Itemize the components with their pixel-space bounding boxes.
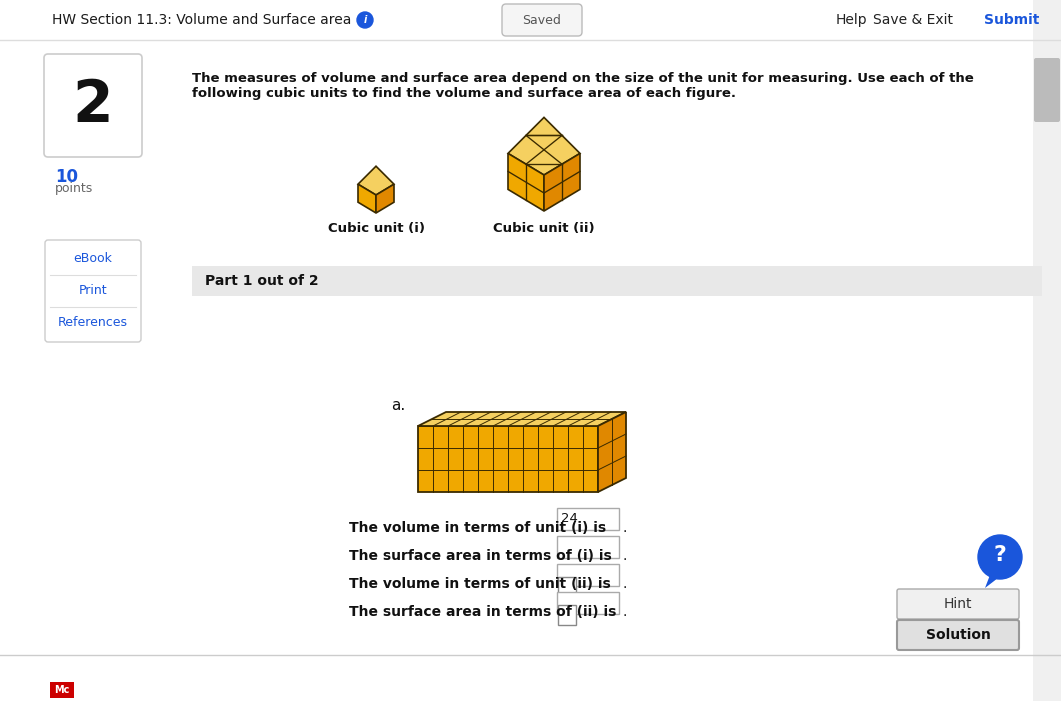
Text: Submit: Submit [984, 13, 1040, 27]
Text: a.: a. [390, 397, 405, 412]
Polygon shape [598, 412, 626, 492]
FancyBboxPatch shape [557, 564, 619, 586]
Polygon shape [358, 184, 376, 213]
Polygon shape [418, 426, 598, 492]
Circle shape [978, 535, 1022, 579]
Text: 10: 10 [55, 168, 79, 186]
Polygon shape [985, 575, 998, 588]
FancyBboxPatch shape [1034, 58, 1060, 122]
Polygon shape [376, 184, 394, 213]
Text: Cubic unit (ii): Cubic unit (ii) [493, 222, 595, 235]
Text: The volume in terms of unit (i) is: The volume in terms of unit (i) is [349, 521, 606, 535]
Text: .: . [622, 549, 626, 563]
FancyBboxPatch shape [50, 682, 74, 698]
FancyBboxPatch shape [557, 592, 619, 614]
Text: eBook: eBook [73, 252, 112, 266]
FancyBboxPatch shape [558, 577, 576, 597]
Text: .: . [622, 605, 626, 619]
FancyBboxPatch shape [897, 620, 1019, 650]
Polygon shape [358, 166, 394, 195]
Text: References: References [58, 316, 128, 329]
Text: HW Section 11.3: Volume and Surface area: HW Section 11.3: Volume and Surface area [52, 13, 351, 27]
Text: Save & Exit: Save & Exit [873, 13, 953, 27]
Text: The measures of volume and surface area depend on the size of the unit for measu: The measures of volume and surface area … [192, 72, 974, 85]
Polygon shape [508, 117, 580, 175]
FancyBboxPatch shape [502, 4, 582, 36]
FancyBboxPatch shape [44, 54, 142, 157]
Text: .: . [622, 521, 626, 535]
Text: following cubic units to find the volume and surface area of each figure.: following cubic units to find the volume… [192, 87, 736, 100]
Text: Help: Help [836, 13, 868, 27]
FancyBboxPatch shape [897, 589, 1019, 619]
Text: .: . [622, 577, 626, 591]
FancyBboxPatch shape [558, 605, 576, 625]
Polygon shape [544, 154, 580, 211]
Text: i: i [363, 15, 367, 25]
Text: The surface area in terms of (i) is: The surface area in terms of (i) is [349, 549, 612, 563]
Text: Saved: Saved [523, 13, 561, 27]
FancyBboxPatch shape [557, 508, 619, 530]
Text: Mc: Mc [54, 685, 70, 695]
Text: 2: 2 [73, 77, 114, 134]
FancyBboxPatch shape [557, 536, 619, 558]
Text: The volume in terms of unit (ii) is: The volume in terms of unit (ii) is [349, 577, 611, 591]
Circle shape [356, 12, 373, 28]
Text: Cubic unit (i): Cubic unit (i) [328, 222, 424, 235]
Polygon shape [418, 412, 626, 426]
Text: Print: Print [79, 285, 107, 297]
Text: 24: 24 [561, 512, 578, 526]
FancyBboxPatch shape [192, 266, 1042, 296]
Text: Solution: Solution [925, 628, 990, 642]
Text: ?: ? [993, 545, 1007, 565]
Text: Hint: Hint [943, 597, 972, 611]
Polygon shape [508, 154, 544, 211]
FancyBboxPatch shape [45, 240, 141, 342]
Text: Part 1 out of 2: Part 1 out of 2 [205, 274, 318, 288]
Text: points: points [55, 182, 93, 195]
FancyBboxPatch shape [1033, 0, 1061, 701]
Text: The surface area in terms of (ii) is: The surface area in terms of (ii) is [349, 605, 616, 619]
